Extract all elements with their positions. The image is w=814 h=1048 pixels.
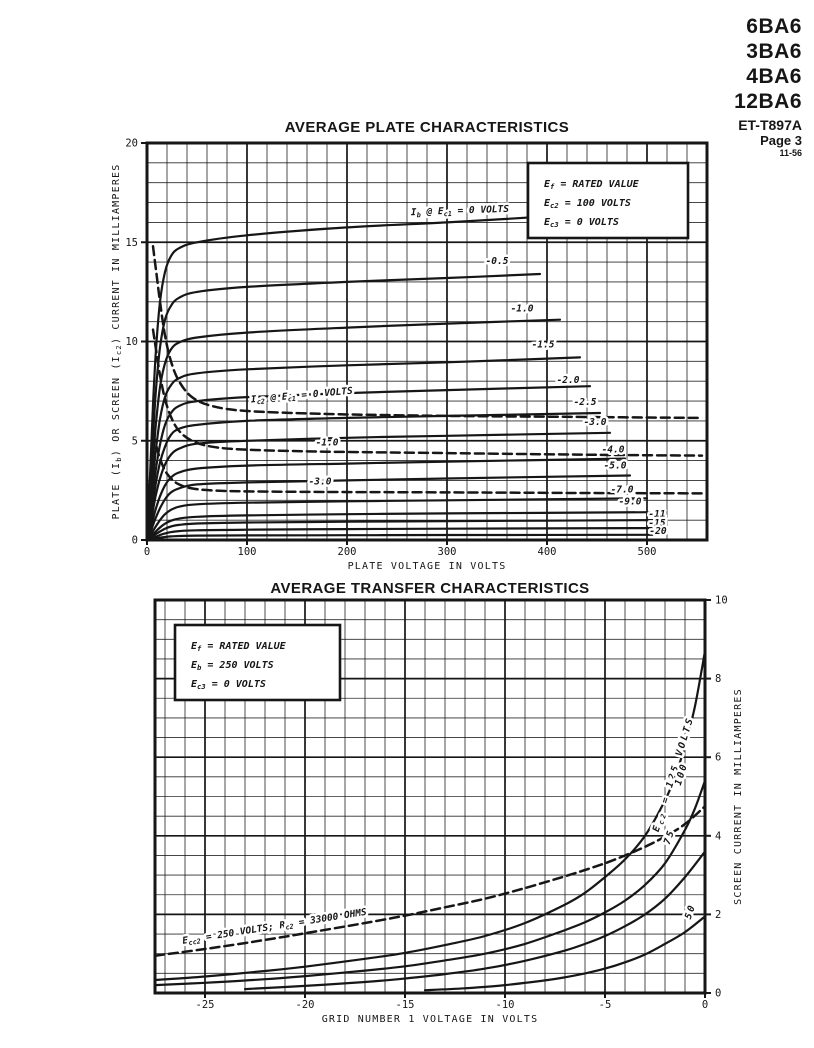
y-tick-label: 10 xyxy=(715,595,728,607)
tube-type-4: 12BA6 xyxy=(734,90,802,113)
y-tick-label: 0 xyxy=(715,988,721,1000)
y-axis-title: SCREEN CURRENT IN MILLIAMPERES xyxy=(733,688,744,905)
curve-label: -1.5 xyxy=(532,340,555,351)
curve-label: -3.0 xyxy=(584,417,607,428)
x-tick-label: 0 xyxy=(702,999,708,1011)
legend-line: Ef = RATED VALUE xyxy=(544,179,640,191)
curve-label: -9.0 xyxy=(619,496,642,507)
y-tick-label: 0 xyxy=(132,535,138,547)
document-number: ET-T897A xyxy=(738,117,802,133)
x-tick-label: 100 xyxy=(238,546,257,558)
curve-Ic2-Ec1=0 xyxy=(151,244,704,420)
x-tick-label: -25 xyxy=(196,999,215,1011)
curve-Ib-Ec1=-1.5 xyxy=(145,356,582,542)
legend-line: Eb = 250 VOLTS xyxy=(191,660,274,672)
curve-label: -2.5 xyxy=(574,397,597,408)
curve-Ib-Ec1=-7.0 xyxy=(145,497,649,542)
curve-label: -0.5 xyxy=(486,256,509,267)
curve-Ib-Ec1=-11 xyxy=(145,519,657,542)
y-tick-label: 4 xyxy=(715,830,721,842)
curve-label: -5.0 xyxy=(604,461,627,472)
curve-Ib-Ec1=-5.0 xyxy=(145,474,632,542)
tube-type-2: 3BA6 xyxy=(746,40,802,63)
x-tick-label: 400 xyxy=(538,546,557,558)
curve-label: -1.0 xyxy=(511,304,534,315)
x-axis-title: PLATE VOLTAGE IN VOLTS xyxy=(348,561,507,572)
curve-Ecc2=250V-Rc2=33000 xyxy=(153,805,707,957)
legend-line: Ec3 = 0 VOLTS xyxy=(544,217,619,229)
plot-border xyxy=(153,598,707,995)
y-tick-label: 8 xyxy=(715,673,721,685)
plate-chart-title: AVERAGE PLATE CHARACTERISTICS xyxy=(284,119,570,136)
curve-Ic2-Ec1=-1.0 xyxy=(151,328,704,457)
x-tick-label: -15 xyxy=(396,999,415,1011)
x-tick-label: 300 xyxy=(438,546,457,558)
x-tick-label: 500 xyxy=(638,546,657,558)
tube-type-1: 6BA6 xyxy=(746,15,802,38)
curve-label: -1.0 xyxy=(316,438,339,449)
curve-label: -7.0 xyxy=(611,484,634,495)
tube-type-3: 4BA6 xyxy=(746,65,802,88)
y-tick-label: 10 xyxy=(125,336,138,348)
y-tick-label: 6 xyxy=(715,752,721,764)
x-tick-label: -5 xyxy=(599,999,612,1011)
curve-Ib-Ec1=-2.0 xyxy=(145,385,592,542)
curve-Ib-Ec1=-1.0 xyxy=(145,318,562,542)
curve-Ec2=125V xyxy=(153,650,707,982)
transfer-characteristics-chart: -25 -20 -15 -10 -5 00 2 4 6 8 10 GRID NUMBER 1 VOLT… xyxy=(153,595,744,1025)
y-tick-label: 20 xyxy=(125,138,138,150)
legend-line: Ec3 = 0 VOLTS xyxy=(191,679,266,691)
curve-label: -2.0 xyxy=(557,375,580,386)
curve-label: Ib @ Ec1 = 0 VOLTS xyxy=(411,204,510,220)
curve-Ec2=75V xyxy=(243,850,707,991)
curve-label: -4.0 xyxy=(602,445,625,456)
curve-label: -15 xyxy=(648,518,665,529)
curve-Ib-Ec1=-4.0 xyxy=(145,457,627,542)
legend-line: Ef = RATED VALUE xyxy=(191,641,287,653)
curve-Ib-Ec1=-3.0 xyxy=(145,431,612,542)
plate-characteristics-chart: 0 100 200 300 400 500 0 5 10 15 20 PLATE VOLTAGE IN… xyxy=(111,138,709,572)
x-tick-label: 200 xyxy=(338,546,357,558)
x-tick-label: -20 xyxy=(296,999,315,1011)
x-axis-title: GRID NUMBER 1 VOLTAGE IN VOLTS xyxy=(322,1014,539,1025)
legend-line: Ec2 = 100 VOLTS xyxy=(544,198,631,210)
legend-box xyxy=(526,161,690,240)
x-tick-label: 0 xyxy=(144,546,150,558)
curve-Ib-Ec1=-9.0 xyxy=(145,511,652,542)
date-code: 11-56 xyxy=(779,148,802,158)
curve-Ib-Ec1=0 xyxy=(145,215,549,542)
transfer-chart-title: AVERAGE TRANSFER CHARACTERISTICS xyxy=(270,580,590,597)
page-header: 6BA6 3BA6 4BA6 12BA6 ET-T897A Page 3 11-… xyxy=(734,14,802,159)
curve-label: Ic2 @ Ec1 = 0 VOLTS xyxy=(250,386,353,407)
curve-Ec2=100V xyxy=(153,779,707,987)
curve-label: -20 xyxy=(649,526,666,537)
curve-Ib-Ec1=-2.5 xyxy=(145,411,602,542)
y-tick-label: 15 xyxy=(125,237,138,249)
y-tick-label: 2 xyxy=(715,909,721,921)
curve-label: -3.0 xyxy=(309,476,332,487)
curve-Ec2=50V xyxy=(423,915,707,992)
y-axis-title: PLATE (Ib) OR SCREEN (Ic2) CURRENT IN MI… xyxy=(111,164,123,520)
curve-Ic2-Ec1=-3.0 xyxy=(151,431,704,495)
legend-box xyxy=(173,623,342,702)
y-tick-label: 5 xyxy=(132,435,138,447)
curve-label: -11 xyxy=(648,509,665,520)
page-number-label: Page 3 xyxy=(760,133,802,148)
x-tick-label: -10 xyxy=(496,999,515,1011)
